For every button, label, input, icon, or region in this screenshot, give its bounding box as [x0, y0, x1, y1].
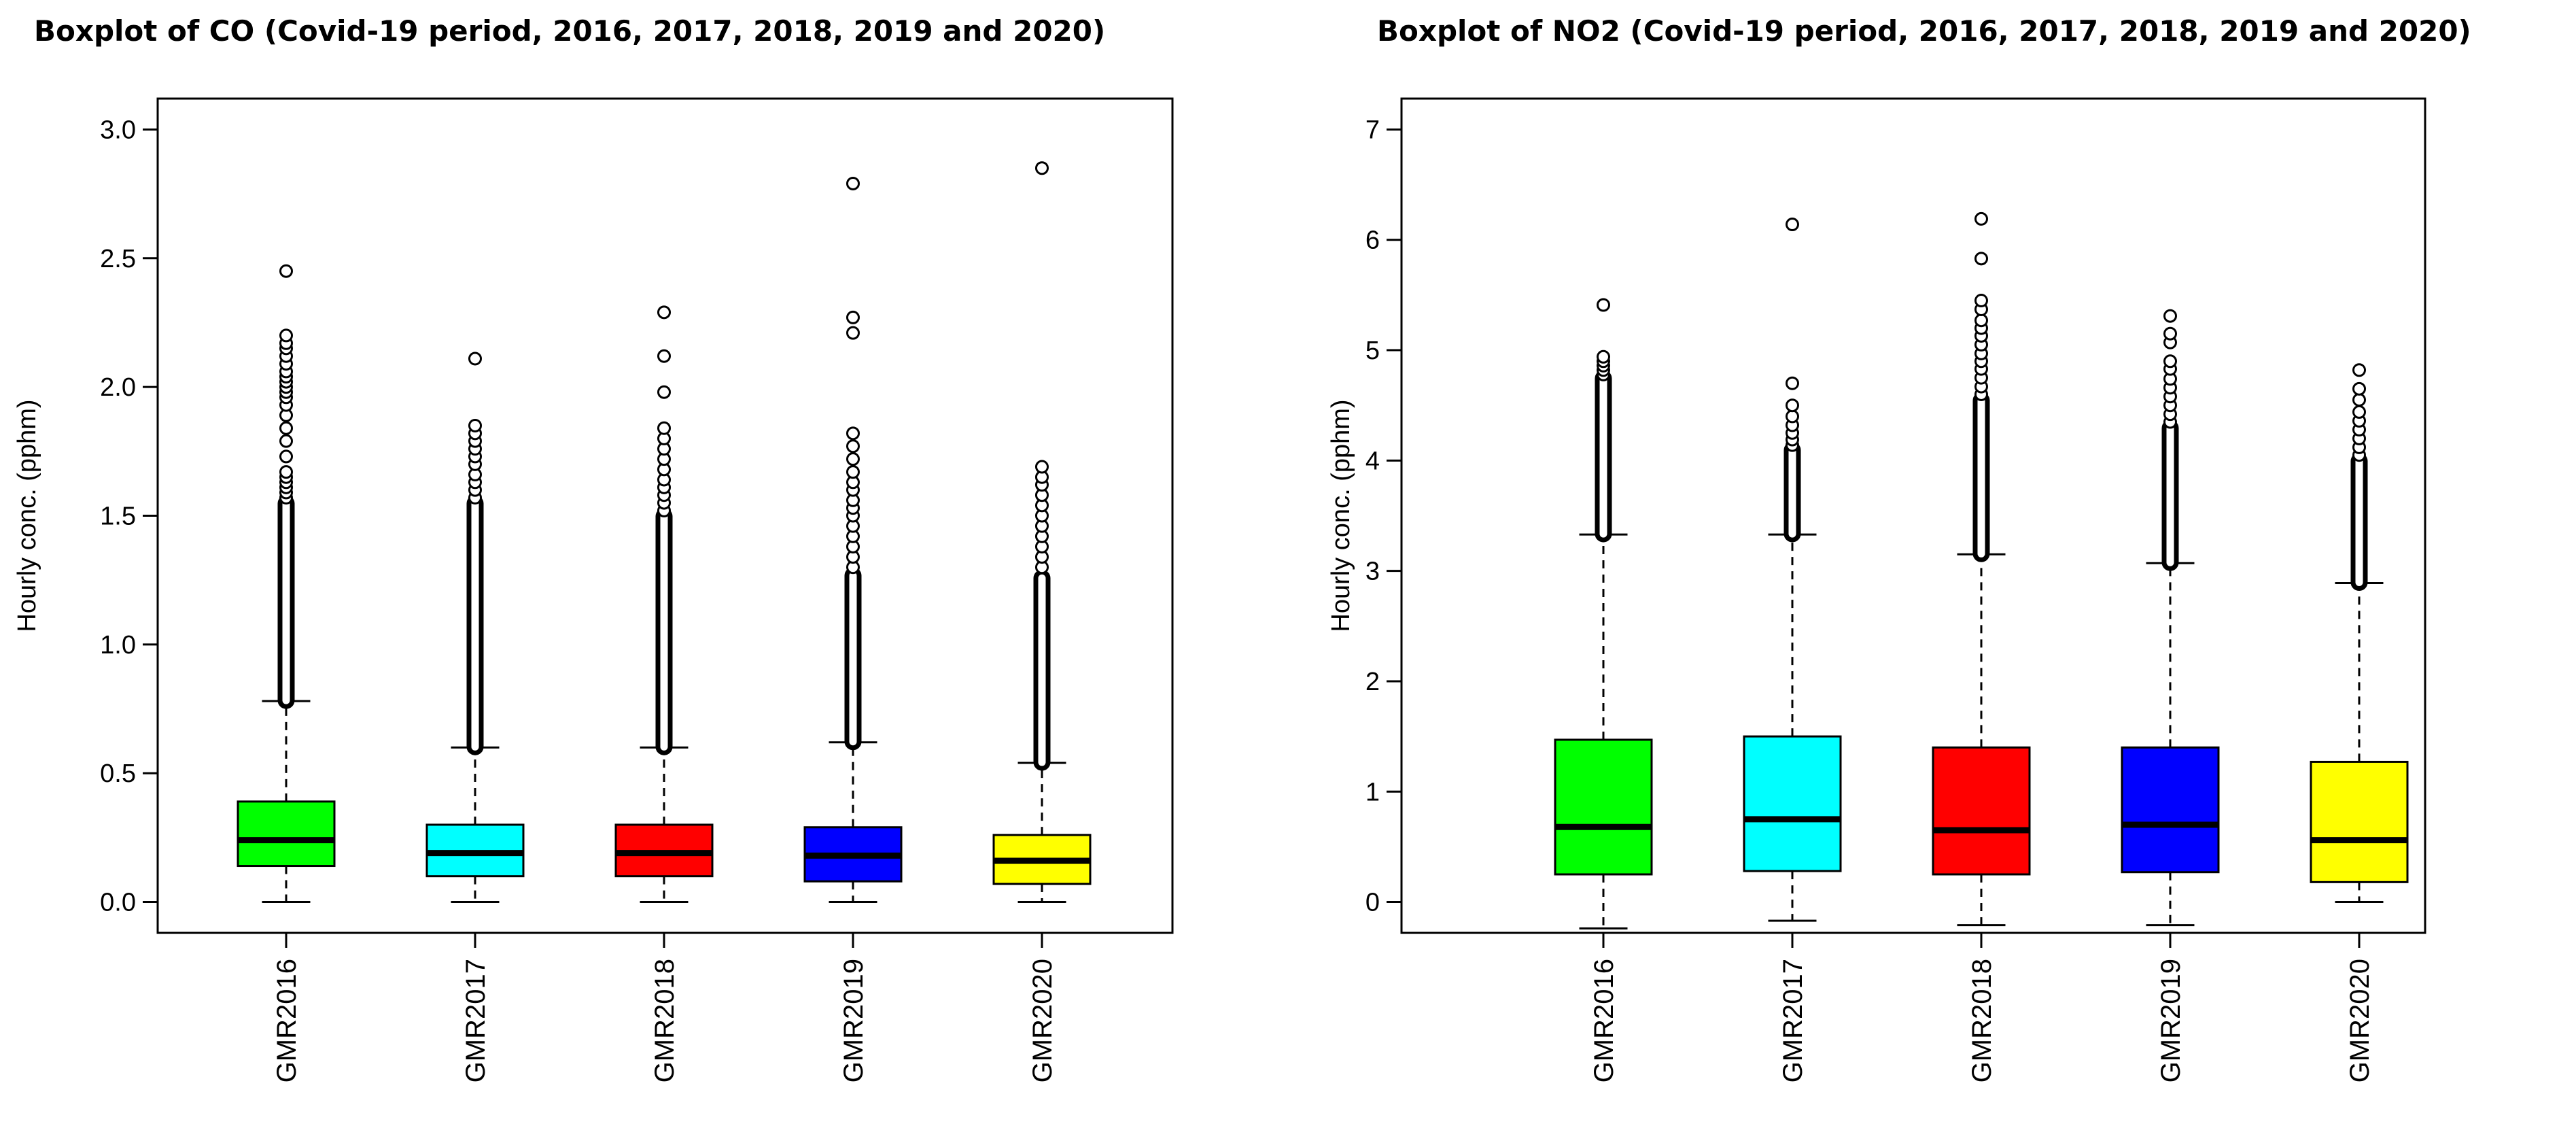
y-tick-label: 3	[1365, 558, 1380, 586]
x-tick-label: GMR2017	[461, 959, 491, 1082]
outlier-point	[1786, 398, 1799, 413]
outlier-point	[1597, 349, 1610, 364]
iqr-box	[2121, 746, 2220, 874]
outlier-point	[279, 421, 293, 435]
dense-outliers	[1972, 392, 1990, 562]
y-tick-label: 0	[1365, 889, 1380, 917]
outlier-point	[1974, 252, 1988, 266]
x-tick-label: GMR2016	[1589, 959, 1619, 1082]
y-tick-label: 6	[1365, 226, 1380, 255]
outlier-point	[657, 385, 671, 399]
chart-title: Boxplot of NO2 (Covid-19 period, 2016, 2…	[1377, 14, 2471, 48]
outlier-point	[2352, 405, 2366, 419]
outlier-point	[1974, 294, 1988, 308]
y-tick-label: 2.5	[100, 245, 136, 273]
y-tick-label: 0.5	[100, 759, 136, 788]
iqr-box	[1554, 738, 1653, 876]
outlier-point	[279, 434, 293, 448]
outlier-point	[279, 328, 293, 343]
no2-boxplot-panel: Boxplot of NO2 (Covid-19 period, 2016, 2…	[1327, 14, 2471, 1082]
y-axis-label: Hourly conc. (pphm)	[13, 399, 41, 632]
outlier-point	[1974, 313, 1988, 328]
box-GMR2018	[1932, 211, 2031, 927]
outlier-point	[2163, 326, 2177, 341]
outlier-point	[279, 449, 293, 464]
y-tick-label: 0.0	[100, 889, 136, 917]
outlier-point	[468, 352, 482, 366]
y-tick-label: 1	[1365, 778, 1380, 806]
dense-outliers	[844, 567, 862, 751]
box-GMR2017	[1743, 218, 1842, 922]
co-boxplot-panel: Boxplot of CO (Covid-19 period, 2016, 20…	[13, 14, 1174, 1082]
outlier-point	[846, 176, 860, 190]
outlier-point	[1035, 161, 1049, 175]
chart-title: Boxplot of CO (Covid-19 period, 2016, 20…	[34, 14, 1105, 48]
x-tick-label: GMR2017	[1778, 959, 1808, 1082]
y-axis-label: Hourly conc. (pphm)	[1327, 399, 1355, 632]
outlier-point	[1597, 298, 1610, 312]
box-GMR2016	[237, 264, 336, 904]
y-tick-label: 2.0	[100, 373, 136, 402]
dense-outliers	[1783, 441, 1801, 543]
y-tick-label: 1.5	[100, 502, 136, 531]
outlier-point	[846, 310, 860, 324]
box-GMR2020	[2310, 363, 2409, 904]
outlier-point	[846, 465, 860, 479]
dense-outliers	[1033, 569, 1051, 771]
outlier-point	[279, 465, 293, 479]
y-tick-label: 4	[1365, 447, 1380, 475]
outlier-point	[1786, 409, 1799, 424]
outlier-point	[1786, 218, 1799, 232]
y-tick-label: 1.0	[100, 631, 136, 660]
iqr-box	[2310, 760, 2409, 883]
iqr-box	[1743, 735, 1842, 872]
outlier-point	[846, 439, 860, 454]
x-tick-label: GMR2018	[1967, 959, 1997, 1082]
dense-outliers	[1595, 370, 1612, 543]
outlier-point	[657, 421, 671, 435]
x-tick-label: GMR2020	[2345, 959, 2375, 1082]
outlier-point	[2352, 393, 2366, 407]
y-tick-label: 2	[1365, 668, 1380, 696]
outlier-point	[846, 326, 860, 340]
outlier-point	[1974, 211, 1988, 226]
y-tick-label: 7	[1365, 116, 1380, 144]
plot-frame	[1400, 97, 2426, 934]
outlier-point	[2352, 381, 2366, 396]
outlier-point	[2163, 354, 2177, 369]
dense-outliers	[2161, 420, 2179, 571]
box-GMR2016	[1554, 298, 1653, 930]
outlier-point	[657, 305, 671, 320]
dense-outliers	[466, 495, 484, 755]
outlier-point	[846, 452, 860, 466]
box-GMR2019	[2121, 309, 2220, 927]
iqr-box	[1932, 746, 2031, 876]
dense-outliers	[277, 495, 295, 709]
outlier-point	[1035, 460, 1049, 474]
outlier-point	[2163, 309, 2177, 323]
box-GMR2018	[614, 305, 714, 904]
dense-outliers	[655, 508, 673, 755]
x-tick-label: GMR2019	[839, 959, 869, 1082]
x-tick-label: GMR2019	[2156, 959, 2186, 1082]
box-GMR2020	[992, 161, 1092, 904]
x-tick-label: GMR2020	[1028, 959, 1058, 1082]
box-GMR2019	[803, 176, 903, 904]
x-tick-label: GMR2016	[272, 959, 302, 1082]
outlier-point	[279, 264, 293, 278]
y-tick-label: 3.0	[100, 116, 136, 144]
outlier-point	[846, 426, 860, 441]
outlier-point	[2352, 363, 2366, 377]
box-GMR2017	[425, 352, 525, 904]
outlier-point	[657, 349, 671, 363]
x-tick-label: GMR2018	[650, 959, 680, 1082]
y-tick-label: 5	[1365, 337, 1380, 365]
dense-outliers	[2350, 452, 2368, 592]
iqr-box	[237, 800, 336, 868]
outlier-point	[1786, 376, 1799, 390]
outlier-point	[468, 418, 482, 432]
